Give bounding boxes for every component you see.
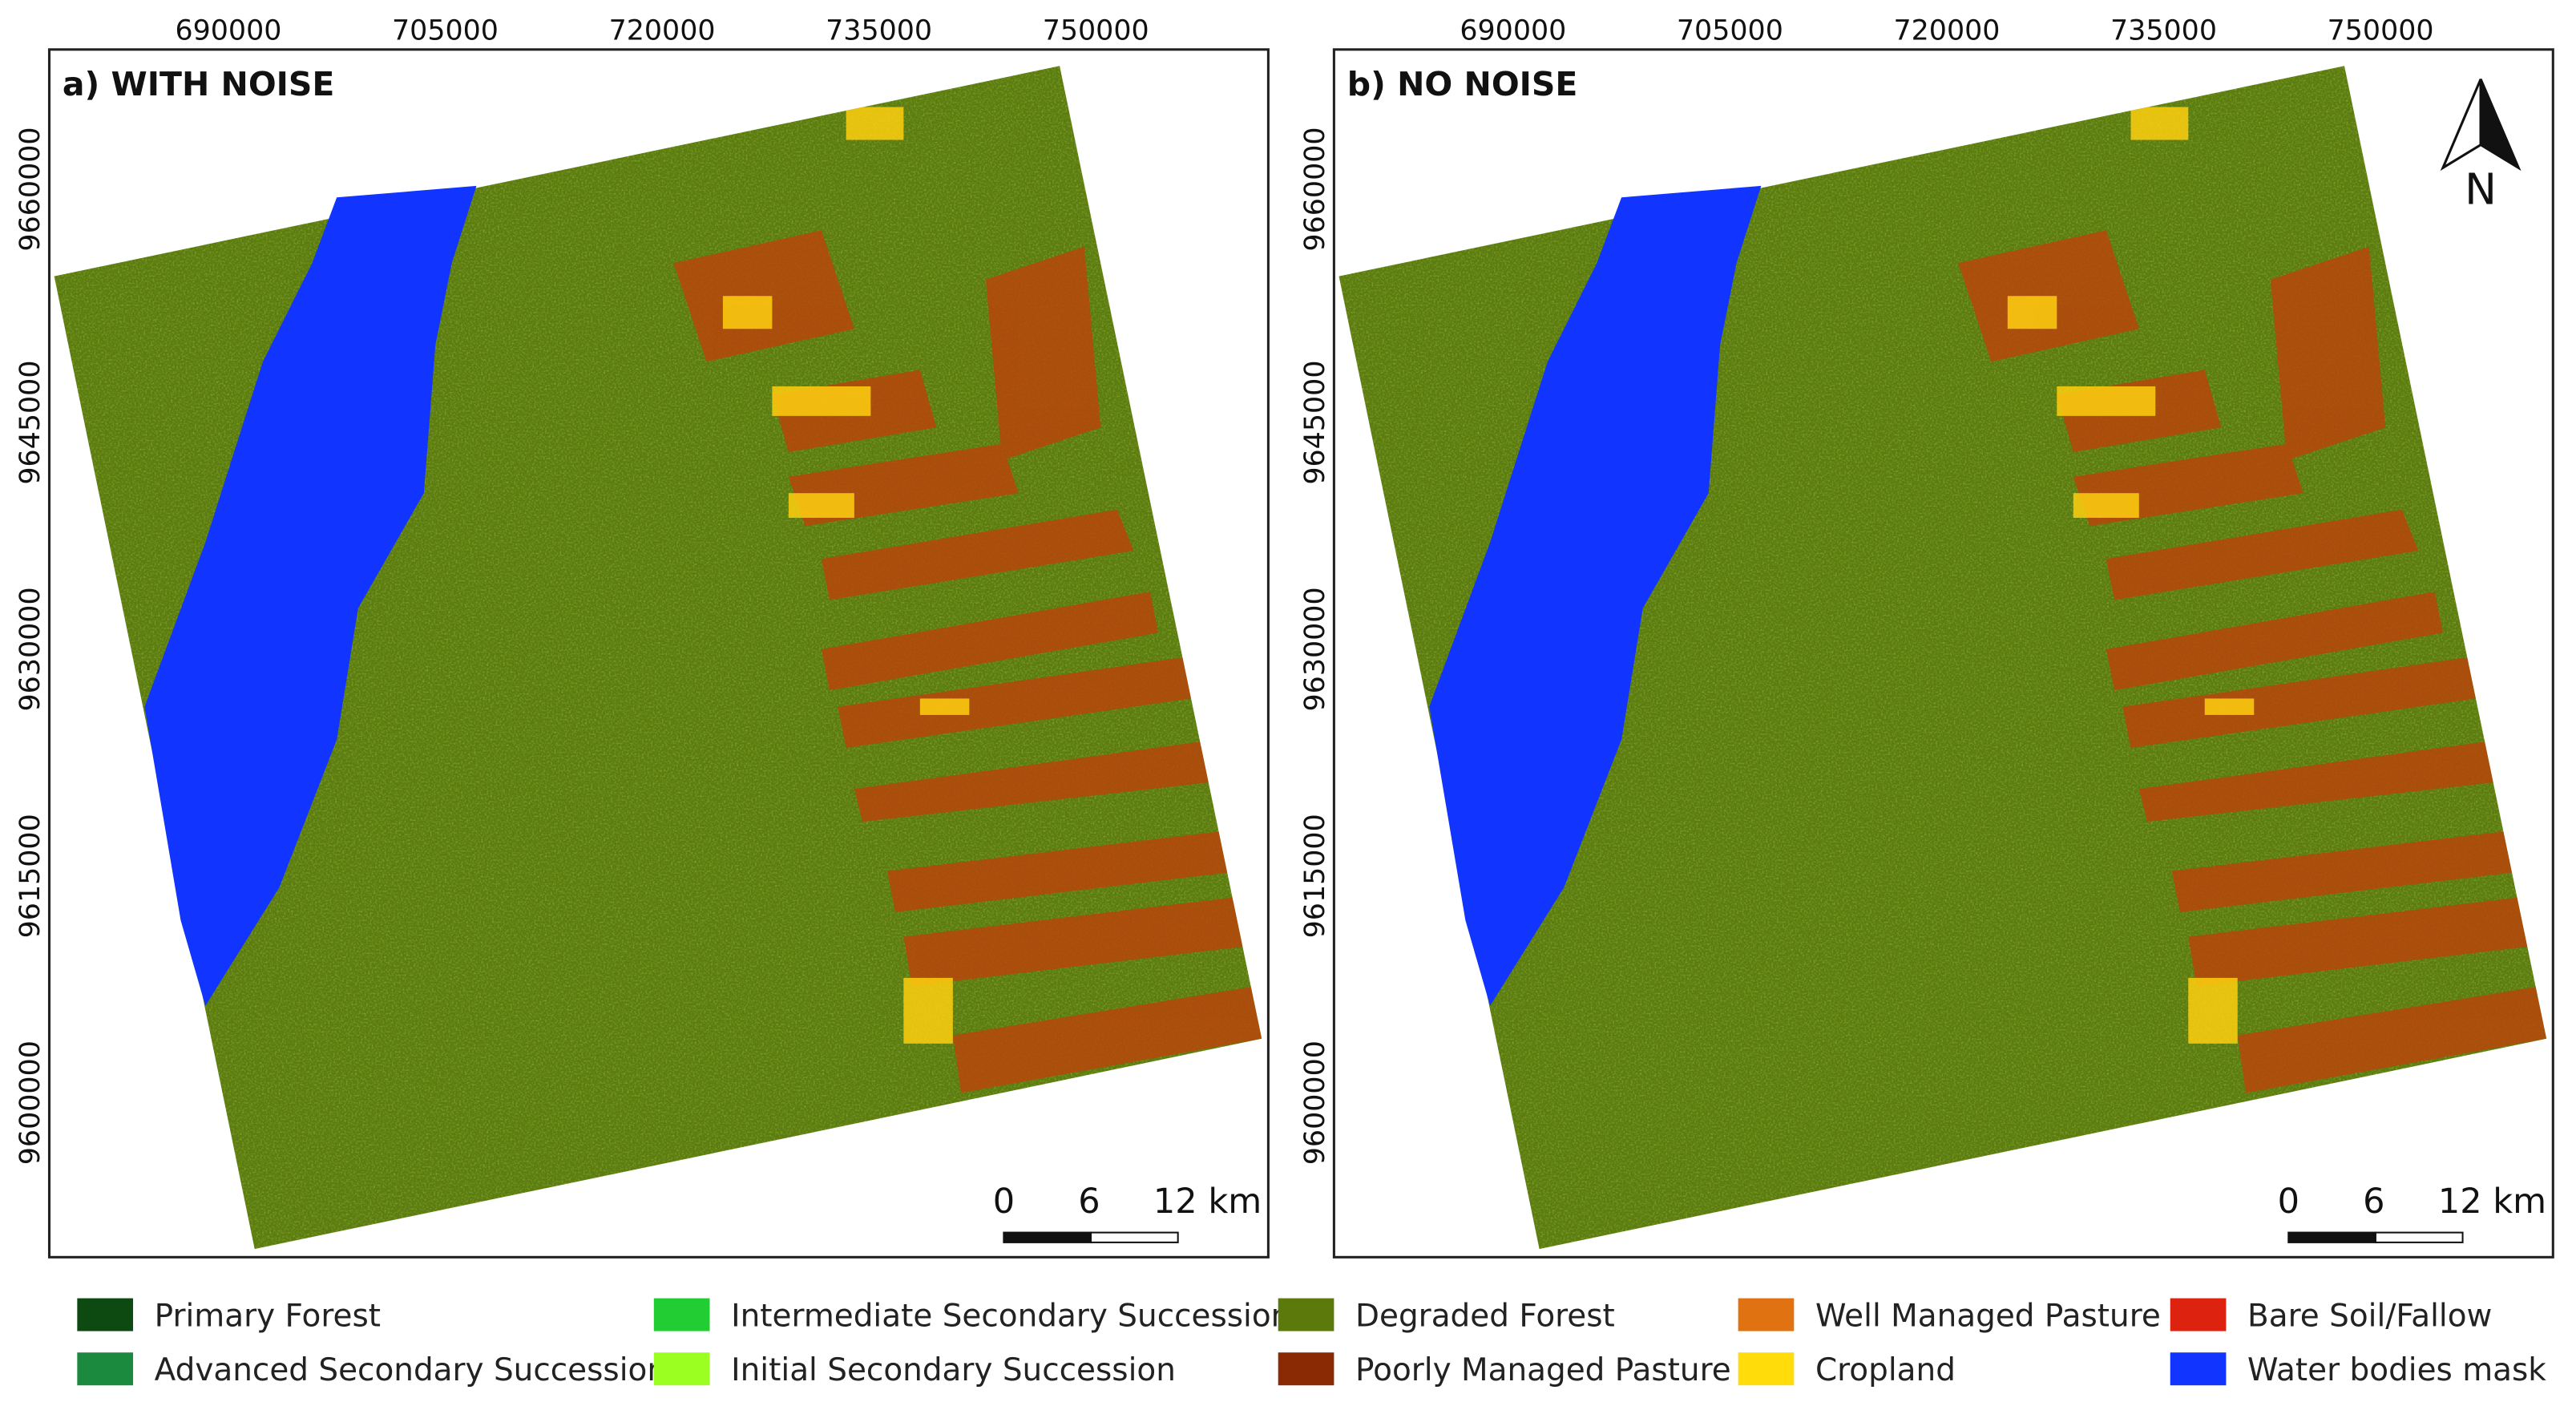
legend-label: Well Managed Pasture [1815, 1298, 2161, 1334]
scale-bar-white [2374, 1231, 2464, 1243]
scale-bar-black [2287, 1231, 2376, 1243]
x-coordinate-label: 720000 [1893, 14, 2000, 46]
x-coordinate-label: 690000 [175, 14, 281, 46]
legend-label: Primary Forest [155, 1298, 381, 1334]
legend-swatch [77, 1298, 134, 1331]
scale-bar-white [1090, 1231, 1179, 1243]
map-image [49, 50, 1268, 1258]
scale-bar-label: 12 km [1153, 1182, 1262, 1222]
legend-swatch [77, 1352, 134, 1386]
x-coordinate-label: 750000 [2328, 14, 2434, 46]
map-image [1334, 50, 2553, 1258]
scale-bar-label: 12 km [2438, 1182, 2546, 1222]
map-frame [1332, 48, 2554, 1259]
legend-swatch [653, 1298, 710, 1331]
x-coordinate-label: 720000 [609, 14, 716, 46]
legend-label: Intermediate Secondary Succession [731, 1298, 1290, 1334]
x-coordinate-label: 750000 [1043, 14, 1149, 46]
legend-label: Initial Secondary Succession [731, 1352, 1176, 1388]
panels: a) WITH NOISE 690000 705000 720000 735000 750… [14, 14, 2554, 1259]
x-coordinate-label: 735000 [826, 14, 932, 46]
legend-label: Advanced Secondary Succession [155, 1352, 667, 1388]
x-coordinate-label: 690000 [1460, 14, 1566, 46]
y-coordinate-label: 9600000 [14, 1040, 46, 1165]
legend-label: Poorly Managed Pasture [1355, 1352, 1731, 1388]
map-panel: a) WITH NOISE 690000 705000 720000 735000 750… [14, 14, 1270, 1259]
panel-title: a) WITH NOISE [63, 65, 335, 103]
legend-swatch [1738, 1298, 1795, 1331]
north-arrow-left [2440, 79, 2482, 172]
y-coordinate-label: 9600000 [1299, 1040, 1331, 1165]
legend: Primary Forest Advanced Secondary Success… [77, 1298, 2546, 1388]
x-coordinate-label: 705000 [1677, 14, 1783, 46]
scale-bar-label: 6 [2363, 1182, 2384, 1222]
panel-title: b) NO NOISE [1347, 65, 1578, 103]
scale-bar-label: 0 [993, 1182, 1015, 1222]
legend-swatch [1278, 1298, 1334, 1331]
x-coordinate-label: 735000 [2110, 14, 2217, 46]
x-coordinate-label: 705000 [392, 14, 499, 46]
scale-bar-label: 6 [1078, 1182, 1100, 1222]
legend-label: Degraded Forest [1355, 1298, 1615, 1334]
scale-bar-label: 0 [2278, 1182, 2299, 1222]
y-coordinate-label: 9630000 [14, 587, 46, 711]
y-coordinate-label: 9630000 [1299, 587, 1331, 711]
y-coordinate-label: 9660000 [14, 127, 46, 251]
map-panel: b) NO NOISE 690000 705000 720000 735000 75000… [1299, 14, 2554, 1259]
y-coordinate-label: 9615000 [1299, 814, 1331, 938]
north-arrow-label: N [2465, 164, 2497, 214]
y-coordinate-label: 9615000 [14, 814, 46, 938]
legend-swatch [1278, 1352, 1334, 1386]
legend-swatch [1738, 1352, 1795, 1386]
legend-label: Water bodies mask [2247, 1352, 2546, 1388]
map-frame [47, 48, 1270, 1259]
legend-label: Bare Soil/Fallow [2247, 1298, 2492, 1334]
scale-bar-black [1003, 1231, 1092, 1243]
y-coordinate-label: 9645000 [1299, 361, 1331, 485]
y-coordinate-label: 9645000 [14, 361, 46, 485]
legend-swatch [2170, 1352, 2227, 1386]
legend-swatch [2170, 1298, 2227, 1331]
legend-label: Cropland [1815, 1352, 1956, 1388]
north-arrow-right [2479, 79, 2521, 172]
y-coordinate-label: 9660000 [1299, 127, 1331, 251]
legend-swatch [653, 1352, 710, 1386]
